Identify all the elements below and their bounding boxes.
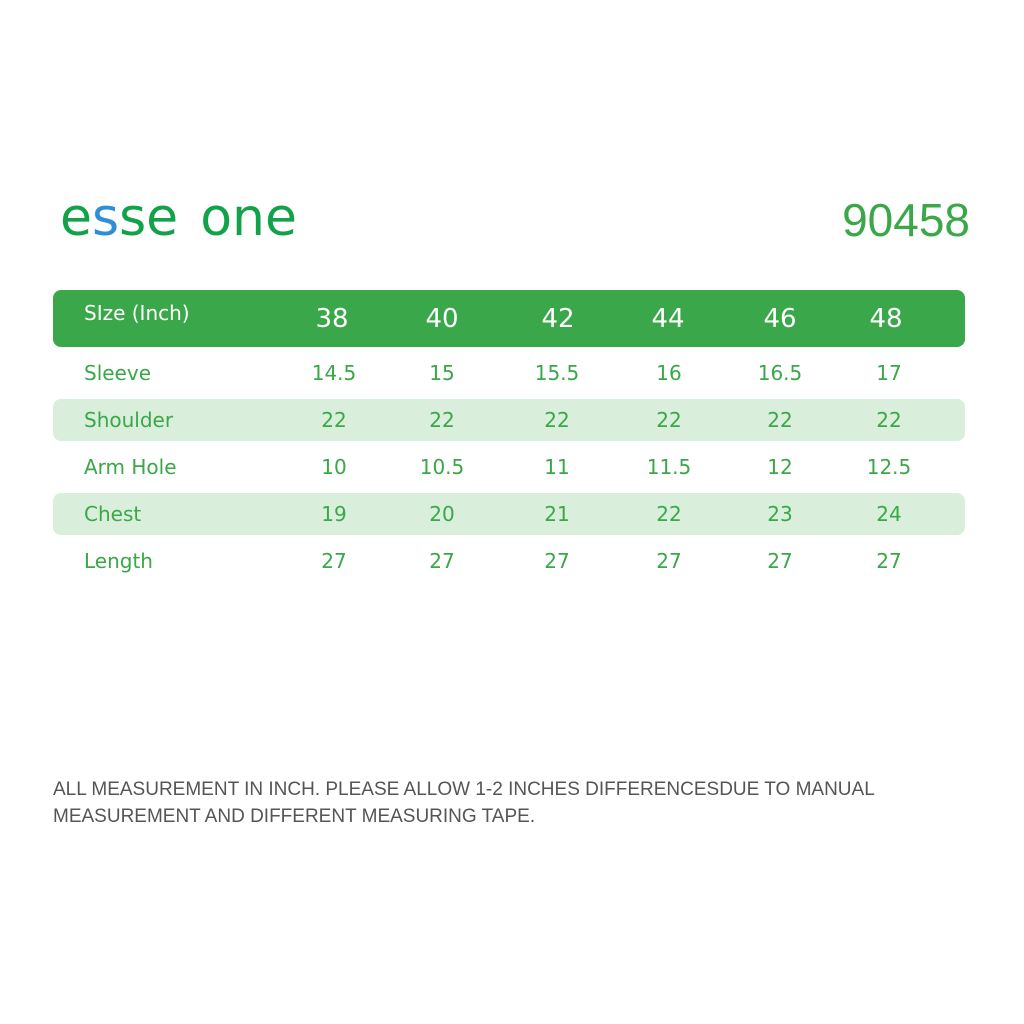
product-code: 90458 bbox=[842, 194, 970, 246]
table-cell: 12 bbox=[767, 455, 793, 479]
table-cell: 27 bbox=[544, 549, 570, 573]
table-cell: 22 bbox=[656, 502, 682, 526]
size-40: 40 bbox=[425, 303, 459, 334]
table-cell: 10.5 bbox=[419, 455, 465, 479]
table-cell: 27 bbox=[767, 549, 793, 573]
note-line-1: ALL MEASUREMENT IN INCH. PLEASE ALLOW 1-… bbox=[53, 779, 875, 800]
table-cell: 21 bbox=[544, 502, 570, 526]
table-cell: 20 bbox=[429, 502, 455, 526]
table-cell: 19 bbox=[321, 502, 347, 526]
table-row-arm-hole: Arm Hole 10 10.5 11 11.5 12 12.5 bbox=[53, 446, 965, 488]
brand-text-one: one bbox=[200, 188, 297, 248]
table-cell: 22 bbox=[429, 408, 455, 432]
table-cell: 24 bbox=[876, 502, 902, 526]
size-48: 48 bbox=[869, 303, 903, 334]
brand-text: e bbox=[60, 188, 92, 248]
table-cell: 27 bbox=[656, 549, 682, 573]
size-44: 44 bbox=[651, 303, 685, 334]
measurement-note: ALL MEASUREMENT IN INCH. PLEASE ALLOW 1-… bbox=[53, 776, 973, 830]
table-cell: 22 bbox=[656, 408, 682, 432]
table-cell: 22 bbox=[321, 408, 347, 432]
size-38: 38 bbox=[315, 303, 349, 334]
note-line-2: MEASUREMENT AND DIFFERENT MEASURING TAPE… bbox=[53, 806, 536, 827]
table-cell: 11 bbox=[544, 455, 570, 479]
table-cell: 14.5 bbox=[311, 361, 357, 385]
table-cell: 10 bbox=[321, 455, 347, 479]
table-cell: 27 bbox=[321, 549, 347, 573]
table-row-chest: Chest 19 20 21 22 23 24 bbox=[53, 493, 965, 535]
row-label: Arm Hole bbox=[84, 455, 177, 479]
row-label: Shoulder bbox=[84, 408, 174, 432]
table-cell: 22 bbox=[544, 408, 570, 432]
size-42: 42 bbox=[541, 303, 575, 334]
table-header: SIze (Inch) 38 40 42 44 46 48 bbox=[53, 290, 965, 347]
brand-text: se bbox=[119, 188, 179, 248]
table-cell: 27 bbox=[429, 549, 455, 573]
table-cell: 22 bbox=[767, 408, 793, 432]
row-label: Chest bbox=[84, 502, 142, 526]
size-chart-table: SIze (Inch) 38 40 42 44 46 48 Sleeve 14.… bbox=[53, 290, 965, 582]
table-cell: 27 bbox=[876, 549, 902, 573]
table-cell: 16 bbox=[656, 361, 682, 385]
table-cell: 23 bbox=[767, 502, 793, 526]
table-cell: 22 bbox=[876, 408, 902, 432]
table-row-shoulder: Shoulder 22 22 22 22 22 22 bbox=[53, 399, 965, 441]
table-cell: 12.5 bbox=[866, 455, 912, 479]
header-label: SIze (Inch) bbox=[84, 300, 190, 325]
table-cell: 17 bbox=[876, 361, 902, 385]
table-cell: 11.5 bbox=[646, 455, 692, 479]
brand-logo: esse one bbox=[60, 188, 297, 248]
table-cell: 16.5 bbox=[757, 361, 803, 385]
row-label: Sleeve bbox=[84, 361, 152, 385]
table-cell: 15.5 bbox=[534, 361, 580, 385]
table-row-length: Length 27 27 27 27 27 27 bbox=[53, 540, 965, 582]
brand-text-accent: s bbox=[92, 188, 120, 248]
table-row-sleeve: Sleeve 14.5 15 15.5 16 16.5 17 bbox=[53, 352, 965, 394]
row-label: Length bbox=[84, 549, 153, 573]
size-46: 46 bbox=[763, 303, 797, 334]
table-cell: 15 bbox=[429, 361, 455, 385]
